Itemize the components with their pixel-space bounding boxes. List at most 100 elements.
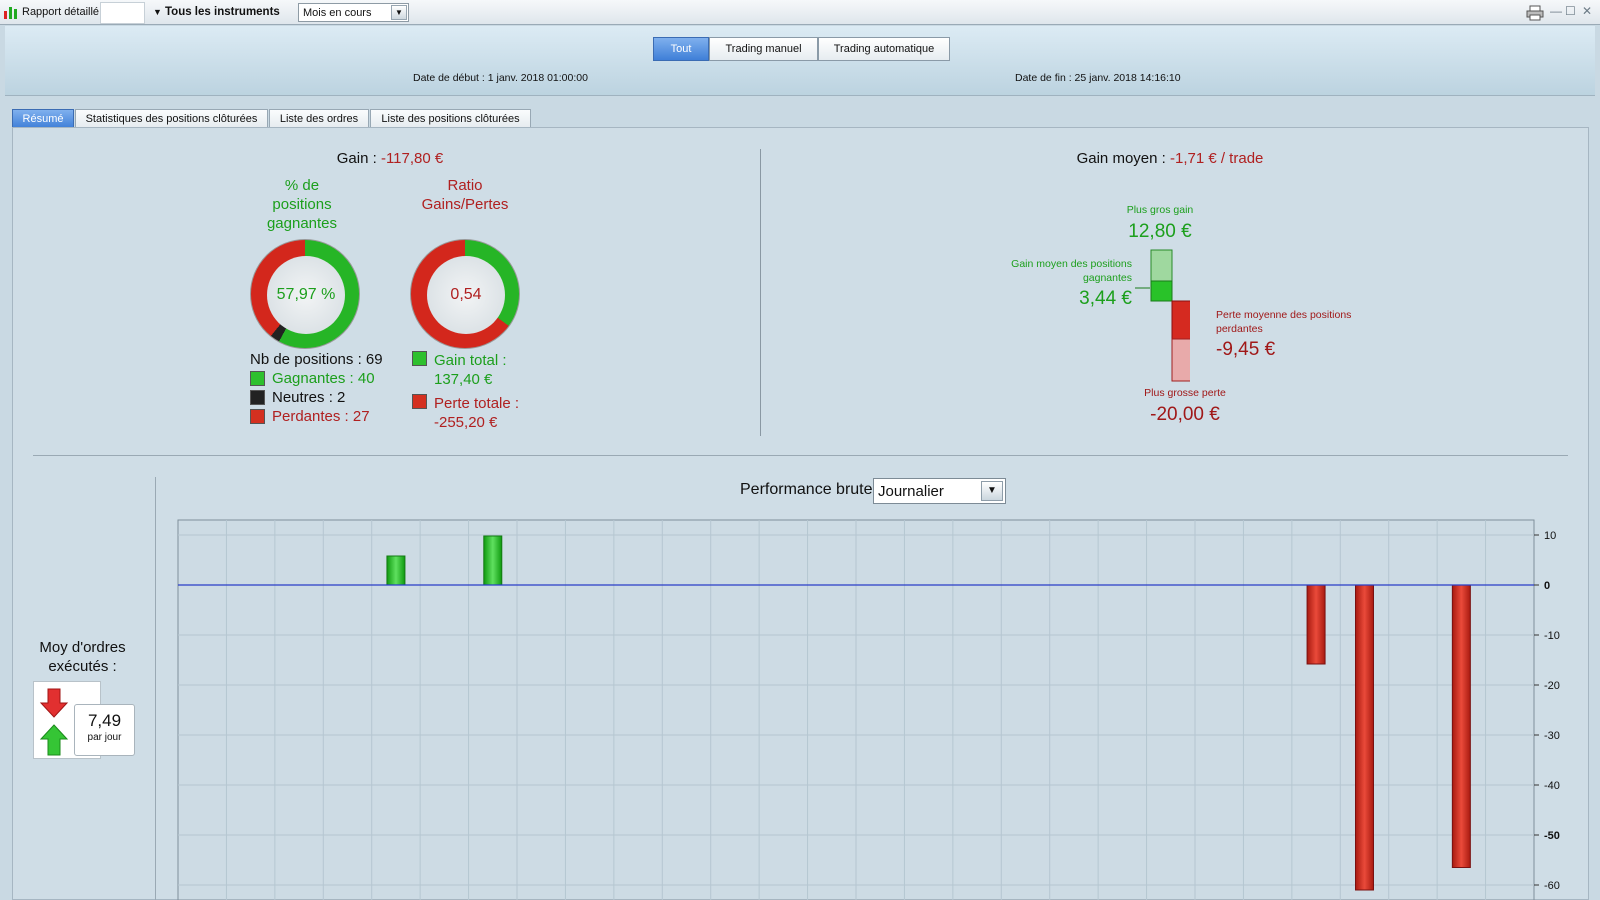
gain-moyen: Gain moyen : -1,71 € / trade <box>1030 150 1310 167</box>
legend-gain-total-swatch <box>412 351 427 366</box>
filter-manual-button[interactable]: Trading manuel <box>709 37 818 61</box>
gain-loss-diagram <box>1135 249 1190 382</box>
gain-moyen-gagnantes-label-line1: Gain moyen des positions <box>1011 258 1132 270</box>
minimize-icon[interactable]: — <box>1550 4 1562 18</box>
orders-title-line2: exécutés : <box>48 658 117 675</box>
bar <box>1451 584 1471 868</box>
gain-summary: Gain : -117,80 € <box>280 150 500 167</box>
end-date: Date de fin : 25 janv. 2018 14:16:10 <box>1015 72 1181 84</box>
y-tick-label: 0 <box>1544 580 1550 592</box>
winning-pct-title: % de positions gagnantes <box>242 176 362 233</box>
ratio-donut: 0,54 <box>410 239 520 349</box>
y-tick-label: 10 <box>1544 530 1556 542</box>
ratio-title-line1: Ratio <box>447 177 483 194</box>
plus-gros-gain-value: 12,80 € <box>1128 221 1192 242</box>
plus-grosse-perte-label: Plus grosse perte <box>1144 387 1226 399</box>
tab-liste-positions[interactable]: Liste des positions clôturées <box>370 109 531 128</box>
perte-totale-label: Perte totale : <box>434 395 520 412</box>
y-tick-label: -40 <box>1544 780 1560 792</box>
gain-label: Gain : <box>336 150 377 167</box>
filter-automatic-button[interactable]: Trading automatique <box>818 37 950 61</box>
tab-liste-ordres[interactable]: Liste des ordres <box>269 109 369 128</box>
left-divider <box>155 477 156 900</box>
dropdown-arrow-icon[interactable]: ▼ <box>391 5 407 20</box>
gain-moyen-gagnantes-label: Gain moyen des positions gagnantes <box>990 257 1132 285</box>
bar <box>1355 584 1374 891</box>
ratio-title-line2: Gains/Pertes <box>421 196 509 213</box>
bar <box>386 555 406 586</box>
maximize-icon[interactable]: ☐ <box>1565 4 1576 18</box>
orders-arrows-icon <box>39 688 69 756</box>
avg-loss-bar <box>1171 300 1190 340</box>
perte-moyenne-label: Perte moyenne des positions perdantes <box>1216 308 1376 336</box>
y-tick-label: -50 <box>1544 830 1560 842</box>
gain-total-label: Gain total : <box>434 352 507 369</box>
start-date-value: 1 janv. 2018 01:00:00 <box>487 72 588 84</box>
report-chart-icon <box>4 7 17 19</box>
bar <box>1306 584 1326 665</box>
perte-moyenne-label-line1: Perte moyenne des positions <box>1216 309 1352 321</box>
ratio-title: Ratio Gains/Pertes <box>400 176 530 214</box>
dropdown-arrow-icon[interactable]: ▼ <box>981 481 1003 501</box>
plus-grosse-perte-value: -20,00 € <box>1150 404 1220 425</box>
ratio-value: 0,54 <box>427 256 505 334</box>
performance-chart: 10 0 -10 -20 -30 -40 -50 -60 <box>177 519 1560 900</box>
winning-pct-title-line2: positions <box>272 196 332 213</box>
winning-pct-donut: 57,97 % <box>250 239 360 349</box>
nb-positions: Nb de positions : 69 <box>250 351 383 368</box>
gain-moyen-value: -1,71 € / trade <box>1169 150 1264 167</box>
perte-moyenne-value: -9,45 € <box>1216 339 1276 360</box>
print-icon[interactable] <box>1526 5 1544 21</box>
y-tick-label: -30 <box>1544 730 1560 742</box>
bar <box>483 535 503 586</box>
close-icon[interactable]: ✕ <box>1582 4 1593 18</box>
perte-totale-value: -255,20 € <box>434 414 498 431</box>
y-tick-label: -60 <box>1544 880 1560 892</box>
performance-period-value: Journalier <box>878 483 944 500</box>
gain-moyen-gagnantes-value: 3,44 € <box>1079 288 1132 309</box>
gain-moyen-gagnantes-label-line2: gagnantes <box>1082 272 1132 284</box>
legend-losing-swatch <box>250 409 265 424</box>
end-date-label: Date de fin : <box>1015 72 1072 84</box>
legend-neutral-swatch <box>250 390 265 405</box>
perte-moyenne-label-line2: perdantes <box>1216 323 1263 335</box>
orders-value: 7,49 <box>87 711 122 730</box>
y-tick-label: -20 <box>1544 680 1560 692</box>
winning-pct-value: 57,97 % <box>267 256 345 334</box>
orders-unit: par jour <box>87 732 122 743</box>
orders-title-line1: Moy d'ordres <box>39 639 126 656</box>
title-bar: Rapport détaillé ▼ Tous les instruments … <box>0 0 1600 25</box>
legend-perte-totale: Perte totale : -255,20 € <box>434 394 519 432</box>
avg-gain-bar <box>1150 280 1173 302</box>
legend-winning-swatch <box>250 371 265 386</box>
instrument-selector[interactable]: Tous les instruments <box>165 6 280 18</box>
gain-total-value: 137,40 € <box>434 371 493 388</box>
gain-value: -117,80 € <box>380 150 444 167</box>
vertical-divider <box>760 149 761 436</box>
report-title: Rapport détaillé <box>22 6 100 18</box>
report-name-field[interactable] <box>100 2 145 24</box>
period-select[interactable]: Mois en cours ▼ <box>298 3 409 22</box>
start-date: Date de début : 1 janv. 2018 01:00:00 <box>413 72 588 84</box>
filter-all-button[interactable]: Tout <box>653 37 709 61</box>
y-tick-label: -10 <box>1544 630 1560 642</box>
legend-winning: Gagnantes : 40 <box>272 370 375 387</box>
winning-pct-title-line1: % de <box>284 177 320 194</box>
winning-pct-title-line3: gagnantes <box>266 215 338 232</box>
performance-period-select[interactable]: Journalier ▼ <box>873 478 1006 504</box>
horizontal-divider <box>33 455 1568 456</box>
performance-label: Performance brute <box>740 481 873 498</box>
legend-gain-total: Gain total : 137,40 € <box>434 351 507 389</box>
orders-value-box: 7,49 par jour <box>74 704 135 756</box>
max-loss-bar <box>1171 338 1190 382</box>
period-value: Mois en cours <box>303 7 372 19</box>
legend-neutral: Neutres : 2 <box>272 389 346 406</box>
tab-resume[interactable]: Résumé <box>12 109 74 128</box>
orders-title: Moy d'ordres exécutés : <box>25 638 140 676</box>
start-date-label: Date de début : <box>413 72 485 84</box>
caret-down-icon[interactable]: ▼ <box>153 7 162 17</box>
tab-statistiques[interactable]: Statistiques des positions clôturées <box>75 109 268 128</box>
plus-gros-gain-label: Plus gros gain <box>1126 204 1194 216</box>
gain-moyen-label: Gain moyen : <box>1076 150 1166 167</box>
legend-losing: Perdantes : 27 <box>272 408 370 425</box>
